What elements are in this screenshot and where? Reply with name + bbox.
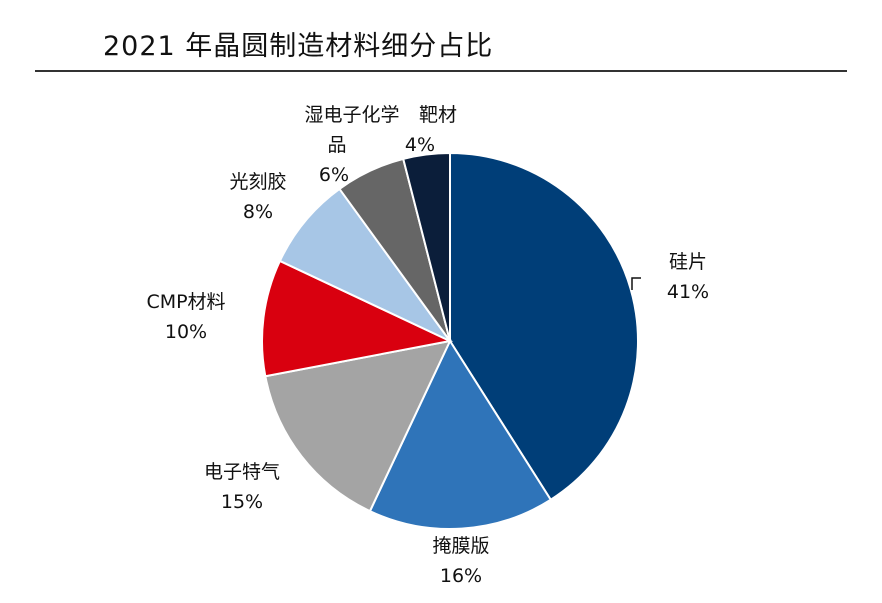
pie-slice	[264, 339, 452, 513]
slice-label: CMP材料	[146, 291, 225, 313]
slice-label: 电子特气	[204, 461, 280, 483]
slice-label: 品	[327, 134, 346, 156]
slice-label: 光刻胶	[229, 171, 286, 193]
pie-slice	[402, 151, 451, 342]
pie-slice	[449, 151, 639, 502]
slice-value-label: 41%	[667, 281, 709, 303]
chart-title: 2021 年晶圆制造材料细分占比	[103, 31, 494, 62]
pie-slice	[368, 338, 553, 530]
pie-slice	[261, 259, 454, 378]
slice-label: 掩膜版	[432, 535, 489, 557]
slice-value-label: 6%	[319, 164, 349, 186]
slice-label: 硅片	[669, 251, 707, 273]
pie-slice	[278, 187, 451, 342]
slice-value-label: 8%	[243, 201, 273, 223]
slice-label: 湿电子化学	[304, 104, 399, 126]
slice-label: 靶材	[419, 104, 457, 126]
slice-value-label: 10%	[165, 321, 207, 343]
title-divider	[35, 70, 847, 72]
slice-value-label: 16%	[440, 565, 482, 587]
slice-value-label: 15%	[221, 491, 263, 513]
label-leader-line	[631, 277, 641, 290]
slice-value-label: 4%	[405, 134, 435, 156]
